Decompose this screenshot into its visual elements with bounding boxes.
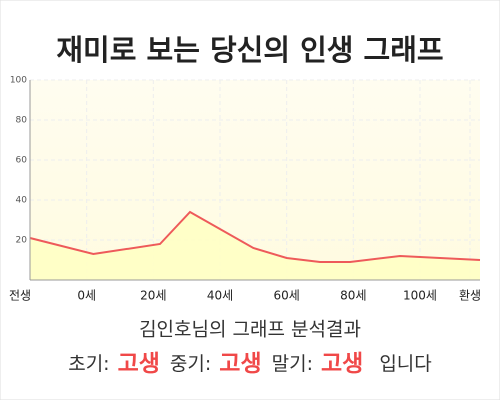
x-tick-label: 60세 bbox=[274, 289, 300, 303]
area bbox=[30, 212, 480, 280]
x-tick-label: 80세 bbox=[340, 289, 366, 303]
chart-title: 재미로 보는 당신의 인생 그래프 bbox=[56, 33, 443, 67]
phase-label: 초기: bbox=[68, 353, 109, 375]
y-tick-label: 80 bbox=[16, 116, 28, 126]
y-tick-label: 40 bbox=[16, 196, 28, 206]
summary-line: 초기: 고생 중기: 고생 말기: 고생 입니다 bbox=[68, 351, 432, 377]
phase-value: 고생 bbox=[321, 351, 363, 377]
x-tick-label: 0세 bbox=[77, 289, 96, 303]
phase-value: 고생 bbox=[118, 351, 160, 377]
phase-value: 고생 bbox=[219, 351, 261, 377]
x-tick-label: 환생 bbox=[459, 289, 481, 303]
summary-title: 김인호님의 그래프 분석결과 bbox=[139, 319, 361, 341]
x-tick-label: 전생 bbox=[9, 289, 31, 303]
line bbox=[29, 210, 481, 263]
y-tick-label: 20 bbox=[16, 236, 28, 246]
phase-label: 말기: bbox=[272, 353, 313, 375]
summary-ending: 입니다 bbox=[379, 353, 431, 375]
x-tick-label: 100세 bbox=[403, 289, 437, 303]
x-tick-label: 20세 bbox=[140, 289, 166, 303]
plot-area bbox=[30, 80, 480, 280]
y-tick-label: 60 bbox=[16, 156, 28, 166]
phase-label: 중기: bbox=[170, 353, 211, 375]
y-tick-label: 100 bbox=[10, 76, 27, 86]
x-tick-label: 40세 bbox=[207, 289, 233, 303]
